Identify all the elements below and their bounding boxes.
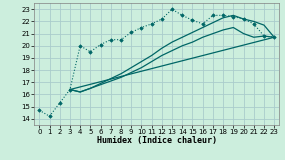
X-axis label: Humidex (Indice chaleur): Humidex (Indice chaleur) <box>97 136 217 145</box>
